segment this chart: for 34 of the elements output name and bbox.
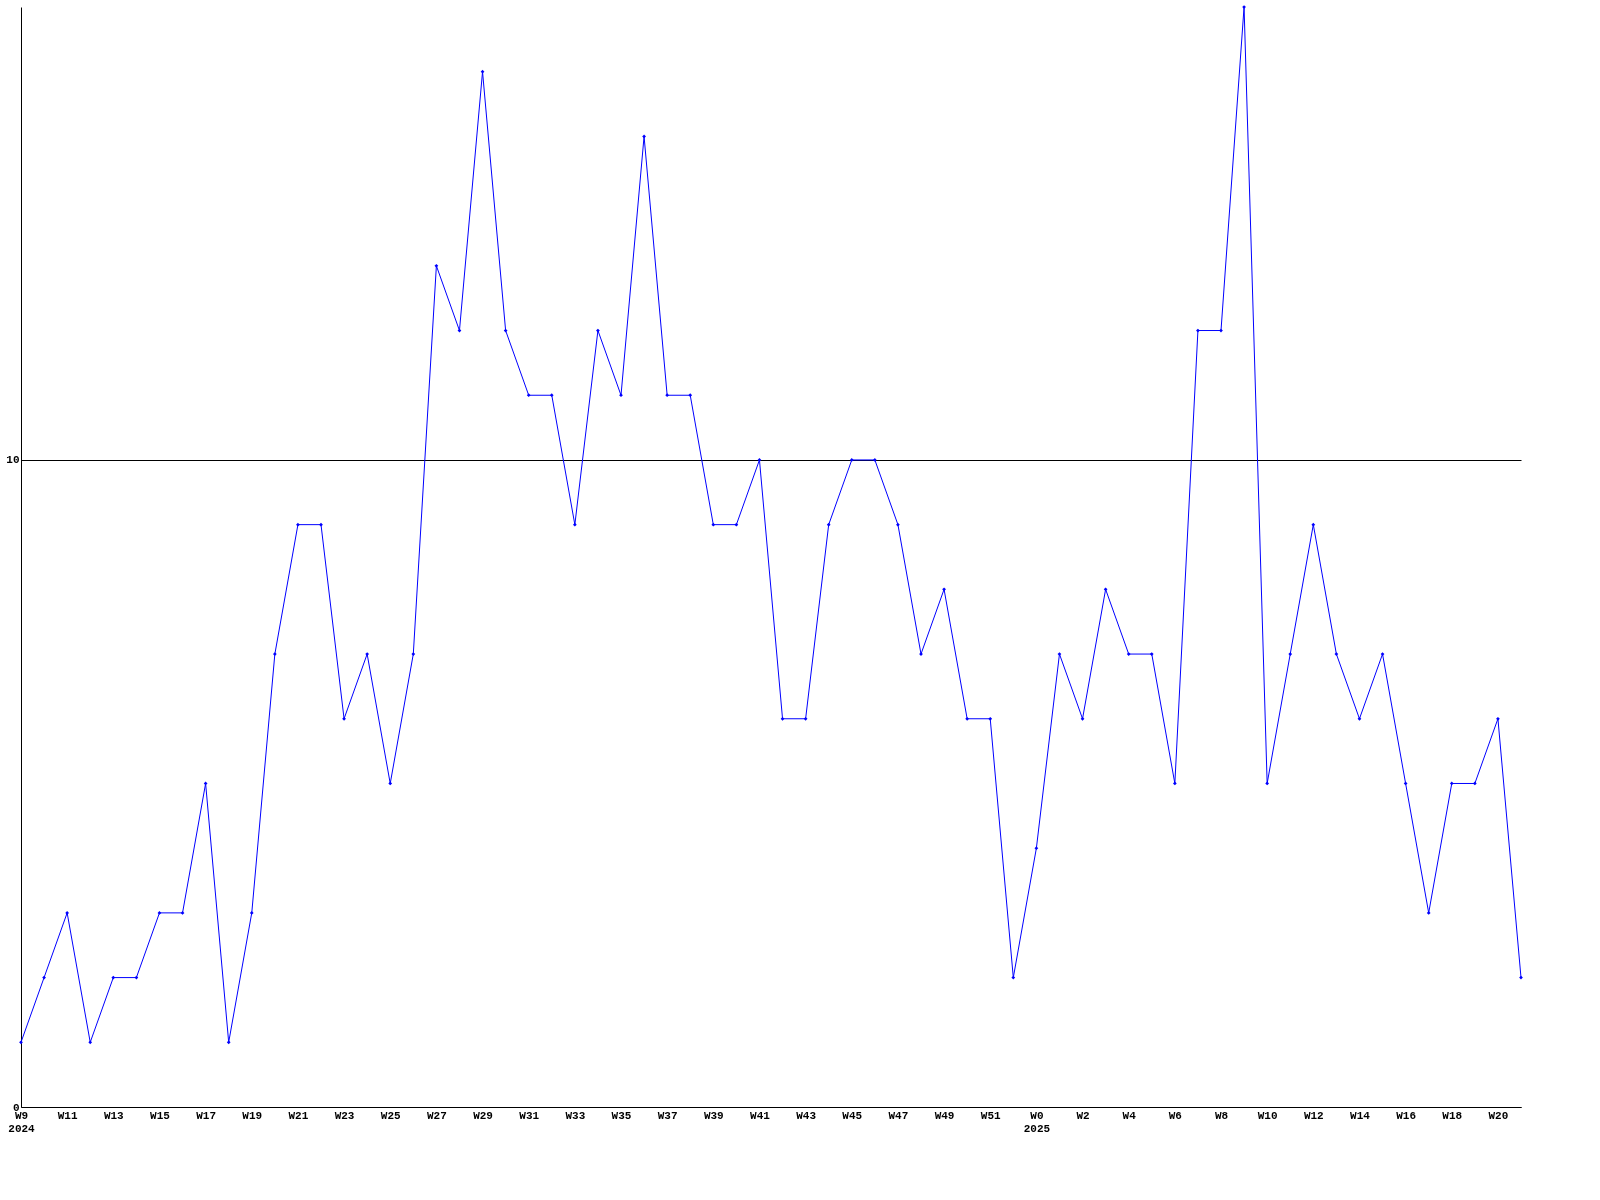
- x-tick-label: W21: [288, 1109, 309, 1122]
- x-tick-label: W0 2025: [1023, 1109, 1051, 1135]
- x-tick-label: W10: [1257, 1109, 1278, 1122]
- x-tick-label: W41: [750, 1109, 771, 1122]
- x-tick-label: W29: [473, 1109, 493, 1122]
- x-tick-label: W2: [1076, 1109, 1090, 1122]
- x-tick-label: W9 2024: [8, 1109, 36, 1135]
- x-tick-label: W14: [1350, 1109, 1371, 1122]
- x-tick-label: W25: [380, 1109, 402, 1122]
- x-tick-label: W31: [519, 1109, 540, 1122]
- x-tick-label: W6: [1168, 1109, 1182, 1122]
- x-tick-label: W39: [703, 1109, 724, 1122]
- x-tick-label: W47: [888, 1109, 909, 1122]
- x-tick-label: W8: [1214, 1109, 1229, 1122]
- x-tick-label: W45: [842, 1109, 863, 1122]
- x-tick-label: W15: [150, 1109, 171, 1122]
- x-tick-label: W12: [1303, 1109, 1324, 1122]
- x-tick-label: W16: [1396, 1109, 1417, 1122]
- x-tick-label: W20: [1488, 1109, 1509, 1122]
- x-tick-label: W11: [57, 1109, 78, 1122]
- x-tick-label: W23: [334, 1109, 355, 1122]
- x-tick-label: W17: [196, 1109, 217, 1122]
- x-tick-label: W51: [980, 1109, 1002, 1122]
- y-tick-label: 10: [6, 454, 20, 467]
- x-tick-label: W33: [565, 1109, 586, 1122]
- x-tick-label: W19: [242, 1109, 263, 1122]
- x-tick-label: W18: [1442, 1109, 1463, 1122]
- x-tick-label: W37: [657, 1109, 678, 1122]
- x-tick-label: W13: [103, 1109, 125, 1122]
- x-tick-label: W35: [611, 1109, 632, 1122]
- x-tick-label: W27: [426, 1109, 447, 1122]
- x-tick-label: W4: [1122, 1109, 1137, 1122]
- x-tick-label: W49: [934, 1109, 955, 1122]
- x-tick-label: W43: [796, 1109, 817, 1122]
